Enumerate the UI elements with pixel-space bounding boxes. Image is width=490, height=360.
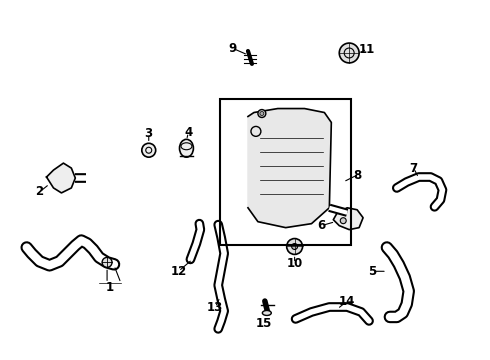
Text: 3: 3 <box>145 127 153 140</box>
Circle shape <box>287 239 302 255</box>
Text: 6: 6 <box>318 219 325 232</box>
Text: 1: 1 <box>106 281 114 294</box>
Circle shape <box>340 218 346 224</box>
Polygon shape <box>248 109 331 228</box>
Text: 4: 4 <box>184 126 193 139</box>
Circle shape <box>102 257 112 267</box>
Text: 13: 13 <box>207 301 223 314</box>
Text: 12: 12 <box>171 265 187 278</box>
Text: 2: 2 <box>36 185 44 198</box>
Text: 7: 7 <box>410 162 418 175</box>
Ellipse shape <box>179 139 194 157</box>
Circle shape <box>292 243 297 249</box>
Polygon shape <box>47 163 75 193</box>
Text: 10: 10 <box>287 257 303 270</box>
Polygon shape <box>333 208 363 230</box>
Circle shape <box>258 109 266 117</box>
Text: 5: 5 <box>368 265 376 278</box>
Text: 9: 9 <box>228 41 236 54</box>
Text: 8: 8 <box>353 168 361 181</box>
Bar <box>220 99 351 246</box>
Circle shape <box>260 112 264 116</box>
Text: 11: 11 <box>359 42 375 55</box>
Text: 14: 14 <box>339 294 355 307</box>
Circle shape <box>339 43 359 63</box>
Text: 15: 15 <box>256 318 272 330</box>
Ellipse shape <box>262 310 271 315</box>
Circle shape <box>142 143 156 157</box>
